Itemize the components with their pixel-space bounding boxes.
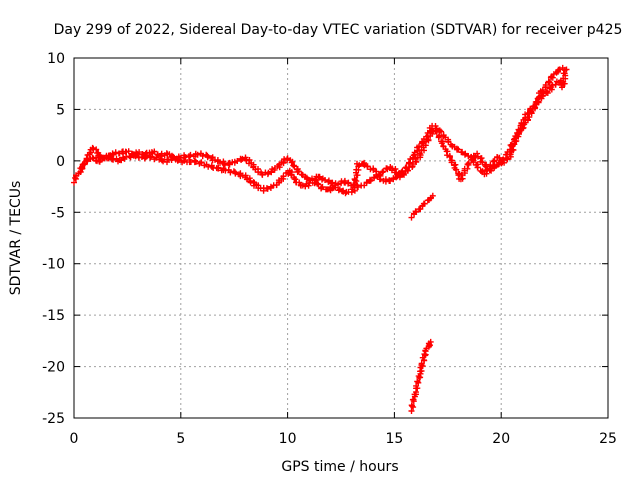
x-tick-label: 15 [385,431,403,447]
data-point-trace [408,192,436,221]
y-tick-label: 5 [56,102,65,118]
x-tick-label: 25 [599,431,617,447]
y-tick-label: -25 [42,411,65,427]
data-point-trace [408,338,434,414]
data-points [71,64,570,414]
y-axis-label: SDTVAR / TECUs [8,181,24,296]
plot-frame [73,57,609,419]
y-tick-label: 0 [56,154,65,170]
x-axis-label: GPS time / hours [281,459,398,475]
y-tick-label: -15 [42,308,65,324]
data-point-trace [77,64,570,197]
y-tick-label: -10 [42,257,65,273]
y-tick-label: -5 [51,205,65,221]
x-axis: 0 5 10 15 20 25 [70,58,617,447]
x-tick-label: 10 [279,431,297,447]
x-tick-label: 20 [492,431,510,447]
x-tick-label: 0 [70,431,79,447]
y-axis: 10 5 0 -5 -10 -15 -20 -25 [42,51,608,427]
y-tick-label: 10 [47,51,65,67]
chart-title: Day 299 of 2022, Sidereal Day-to-day VTE… [54,22,623,38]
grid [74,58,608,418]
x-tick-label: 5 [176,431,185,447]
plot-border [73,57,609,419]
y-tick-label: -20 [42,360,65,376]
